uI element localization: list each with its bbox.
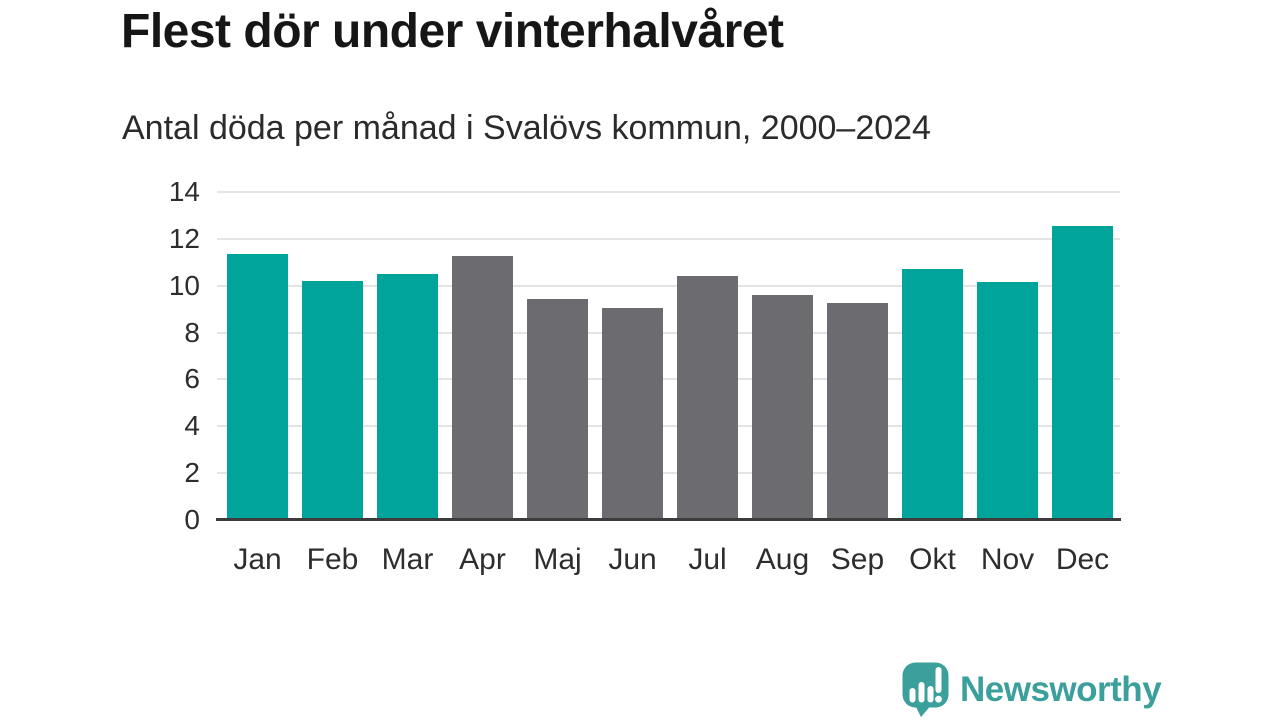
- chart-subtitle: Antal döda per månad i Svalövs kommun, 2…: [122, 109, 931, 147]
- x-tick-label-maj: Maj: [533, 543, 582, 576]
- bar-dec: [1052, 225, 1113, 520]
- bar-jun: [602, 307, 663, 520]
- y-tick-label-0: 0: [184, 504, 200, 535]
- x-tick-label-sep: Sep: [830, 543, 885, 576]
- x-tick-label-jun: Jun: [608, 543, 657, 576]
- y-tick-label-10: 10: [168, 269, 200, 301]
- gridline-y2: [217, 472, 1120, 475]
- bar-jul: [677, 276, 738, 520]
- gridline-y8: [217, 331, 1120, 334]
- gridline-y4: [217, 425, 1120, 428]
- y-tick-label-8: 8: [184, 316, 200, 348]
- x-tick-label-feb: Feb: [306, 543, 359, 576]
- bar-sep: [827, 303, 888, 520]
- bar-maj: [527, 298, 588, 520]
- y-tick-label-6: 6: [184, 363, 200, 395]
- x-tick-label-jul: Jul: [688, 543, 727, 576]
- bar-apr: [452, 256, 513, 520]
- bar-jan: [227, 254, 288, 520]
- y-tick-label-14: 14: [168, 176, 200, 207]
- y-tick-label-12: 12: [168, 222, 200, 254]
- bar-okt: [902, 269, 963, 520]
- x-tick-label-aug: Aug: [755, 543, 810, 576]
- y-tick-label-2: 2: [184, 457, 200, 489]
- x-tick-label-okt: Okt: [909, 543, 956, 576]
- gridline-y6: [217, 378, 1120, 381]
- x-axis-line: [216, 518, 1121, 521]
- y-tick-label-4: 4: [184, 410, 200, 442]
- gridline-y12: [217, 237, 1120, 240]
- gridline-y10: [217, 284, 1120, 287]
- x-tick-label-nov: Nov: [980, 543, 1035, 576]
- x-tick-label-jan: Jan: [233, 543, 282, 576]
- x-tick-label-dec: Dec: [1055, 543, 1110, 576]
- bar-feb: [302, 281, 363, 520]
- chart-title: Flest dör under vinterhalvåret: [121, 5, 784, 58]
- bar-nov: [977, 282, 1038, 520]
- bar-mar: [377, 274, 438, 520]
- brand-footer: Newsworthy: [902, 662, 1162, 718]
- bar-chart-speech-bubble-icon: [902, 662, 949, 717]
- gridline-y14: [217, 191, 1120, 193]
- x-tick-label-mar: Mar: [381, 543, 434, 576]
- bar-aug: [752, 295, 813, 520]
- brand-name: Newsworthy: [960, 670, 1162, 709]
- x-tick-label-apr: Apr: [459, 543, 506, 576]
